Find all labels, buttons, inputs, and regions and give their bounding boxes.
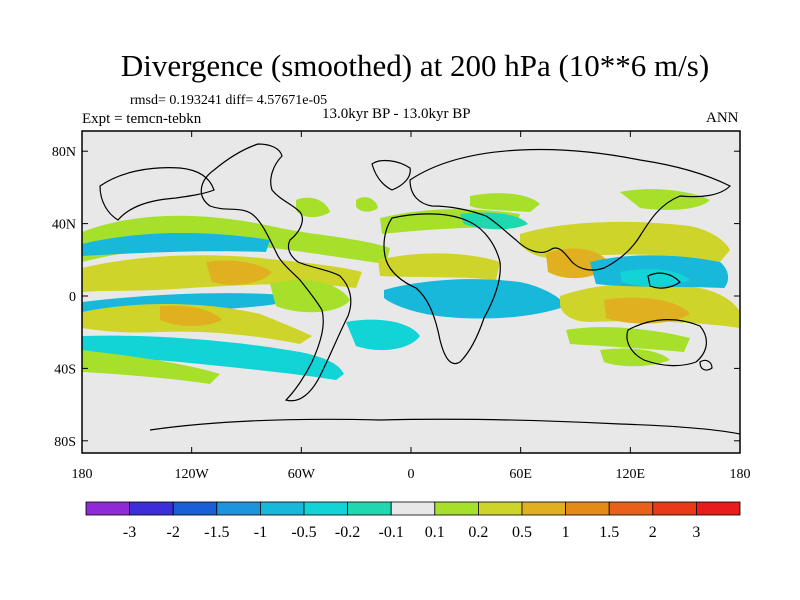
colorbar-label: 0.1 [425,524,445,541]
season-label: ANN [706,110,739,126]
divergence-contour [460,212,528,230]
coastline [383,213,501,365]
colorbar-label: -3 [123,524,136,541]
colorbar-swatch [608,501,654,516]
coastline [371,159,411,191]
experiment-label: Expt = temcn-tebkn [82,111,202,127]
colorbar-label: -1 [254,524,267,541]
divergence-contour [620,189,710,210]
divergence-contour [206,260,272,285]
coastline [149,418,740,435]
coastline [647,272,681,289]
lon-tick-label: 0 [408,467,415,482]
lat-tick-label: 80N [52,145,76,160]
coastline [409,148,732,271]
lon-tick-label: 120W [175,467,210,482]
divergence-contour [82,335,344,380]
colorbar-swatch [85,501,130,516]
divergence-contour [82,233,270,256]
divergence-contour [620,269,690,287]
page-title: Divergence (smoothed) at 200 hPa (10**6 … [120,48,710,83]
divergence-contour [470,193,540,212]
lon-tick-label: 120E [616,467,646,482]
divergence-contour [384,279,566,319]
colorbar-swatch [390,501,436,516]
lon-tick-label: 180 [72,467,93,482]
divergence-contour [604,297,690,324]
colorbar-swatch [521,501,566,516]
divergence-contour [600,348,670,367]
divergence-contour [346,319,420,351]
colorbar-swatch [129,501,174,516]
colorbar-swatch [477,501,523,516]
divergence-contour [356,197,378,212]
colorbar-swatch [347,501,392,516]
divergence-field [82,189,740,384]
colorbar-label: 1.5 [599,524,619,541]
coastline [200,143,352,402]
lon-tick-label: 60E [509,467,532,482]
colorbar-label: 2 [649,524,657,541]
divergence-contour [82,350,220,384]
stats-text: rmsd= 0.193241 diff= 4.57671e-05 [130,93,328,108]
colorbar-label: -1.5 [204,524,229,541]
lat-tick-label: 40N [52,218,76,233]
lat-tick-label: 40S [54,362,76,377]
colorbar-swatch [259,501,305,516]
period-label: 13.0kyr BP - 13.0kyr BP [322,106,471,122]
colorbar-swatch [172,501,218,516]
colorbar-swatch [303,501,348,516]
colorbar-label: 0.5 [512,524,532,541]
divergence-contour [296,197,330,218]
coastlines [99,143,740,435]
colorbar-label: -0.2 [335,524,360,541]
colorbar-label: 0.2 [468,524,488,541]
colorbar-swatch [652,501,697,516]
divergence-contour [160,305,222,326]
colorbar-swatch [565,501,610,516]
colorbar-label: -0.1 [379,524,404,541]
coastline [699,359,713,371]
lat-tick-label: 80S [54,435,76,450]
colorbar-swatch [216,501,261,516]
colorbar-label: -0.5 [291,524,316,541]
coastline [626,319,707,367]
colorbar-label: -2 [167,524,180,541]
lon-tick-label: 60W [288,467,316,482]
colorbar-label: 3 [692,524,700,541]
divergence-contour [378,253,500,280]
coastline [99,167,215,221]
divergence-contour [566,327,690,352]
colorbar-label: 1 [562,524,570,541]
colorbar-swatch [696,501,741,516]
colorbar-swatch [434,501,479,516]
lon-tick-label: 180 [730,467,751,482]
divergence-contour [270,280,350,313]
lat-tick-label: 0 [69,290,76,305]
